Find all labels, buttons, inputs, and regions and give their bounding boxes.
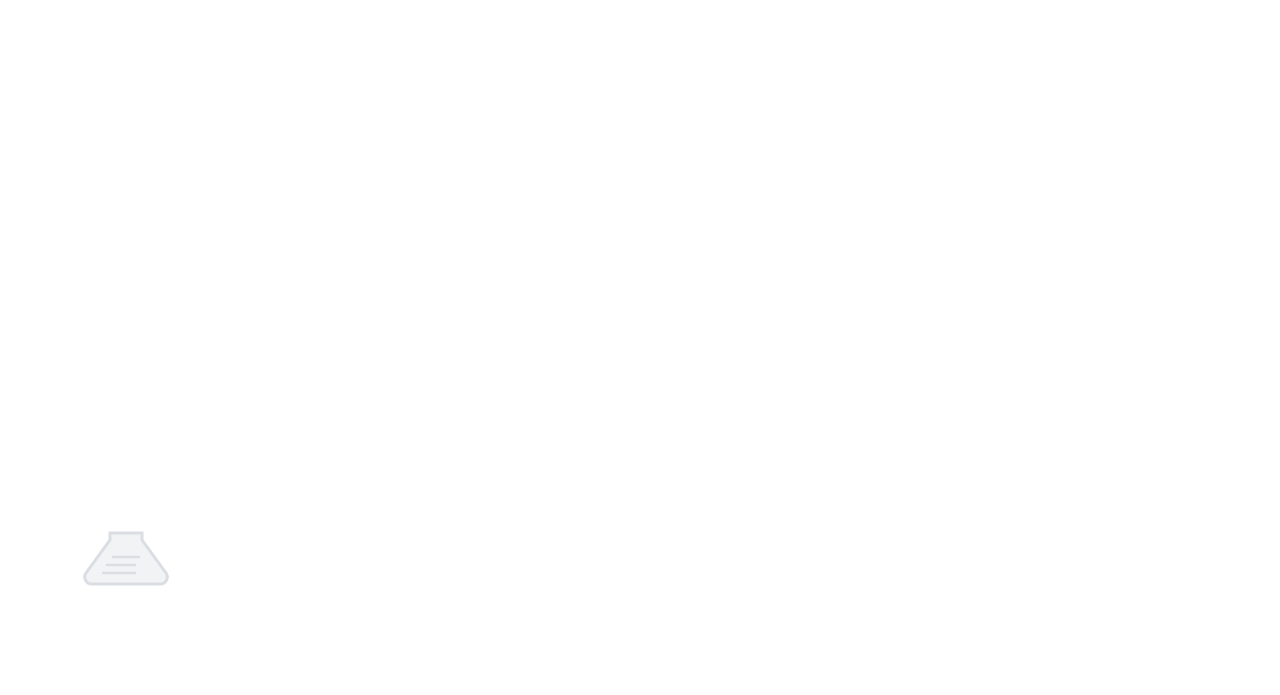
material-indicators-watermark: [83, 531, 169, 586]
charts-canvas: [83, 531, 169, 586]
flask-lines-icon: [102, 555, 140, 575]
flask-icon: [83, 531, 169, 586]
